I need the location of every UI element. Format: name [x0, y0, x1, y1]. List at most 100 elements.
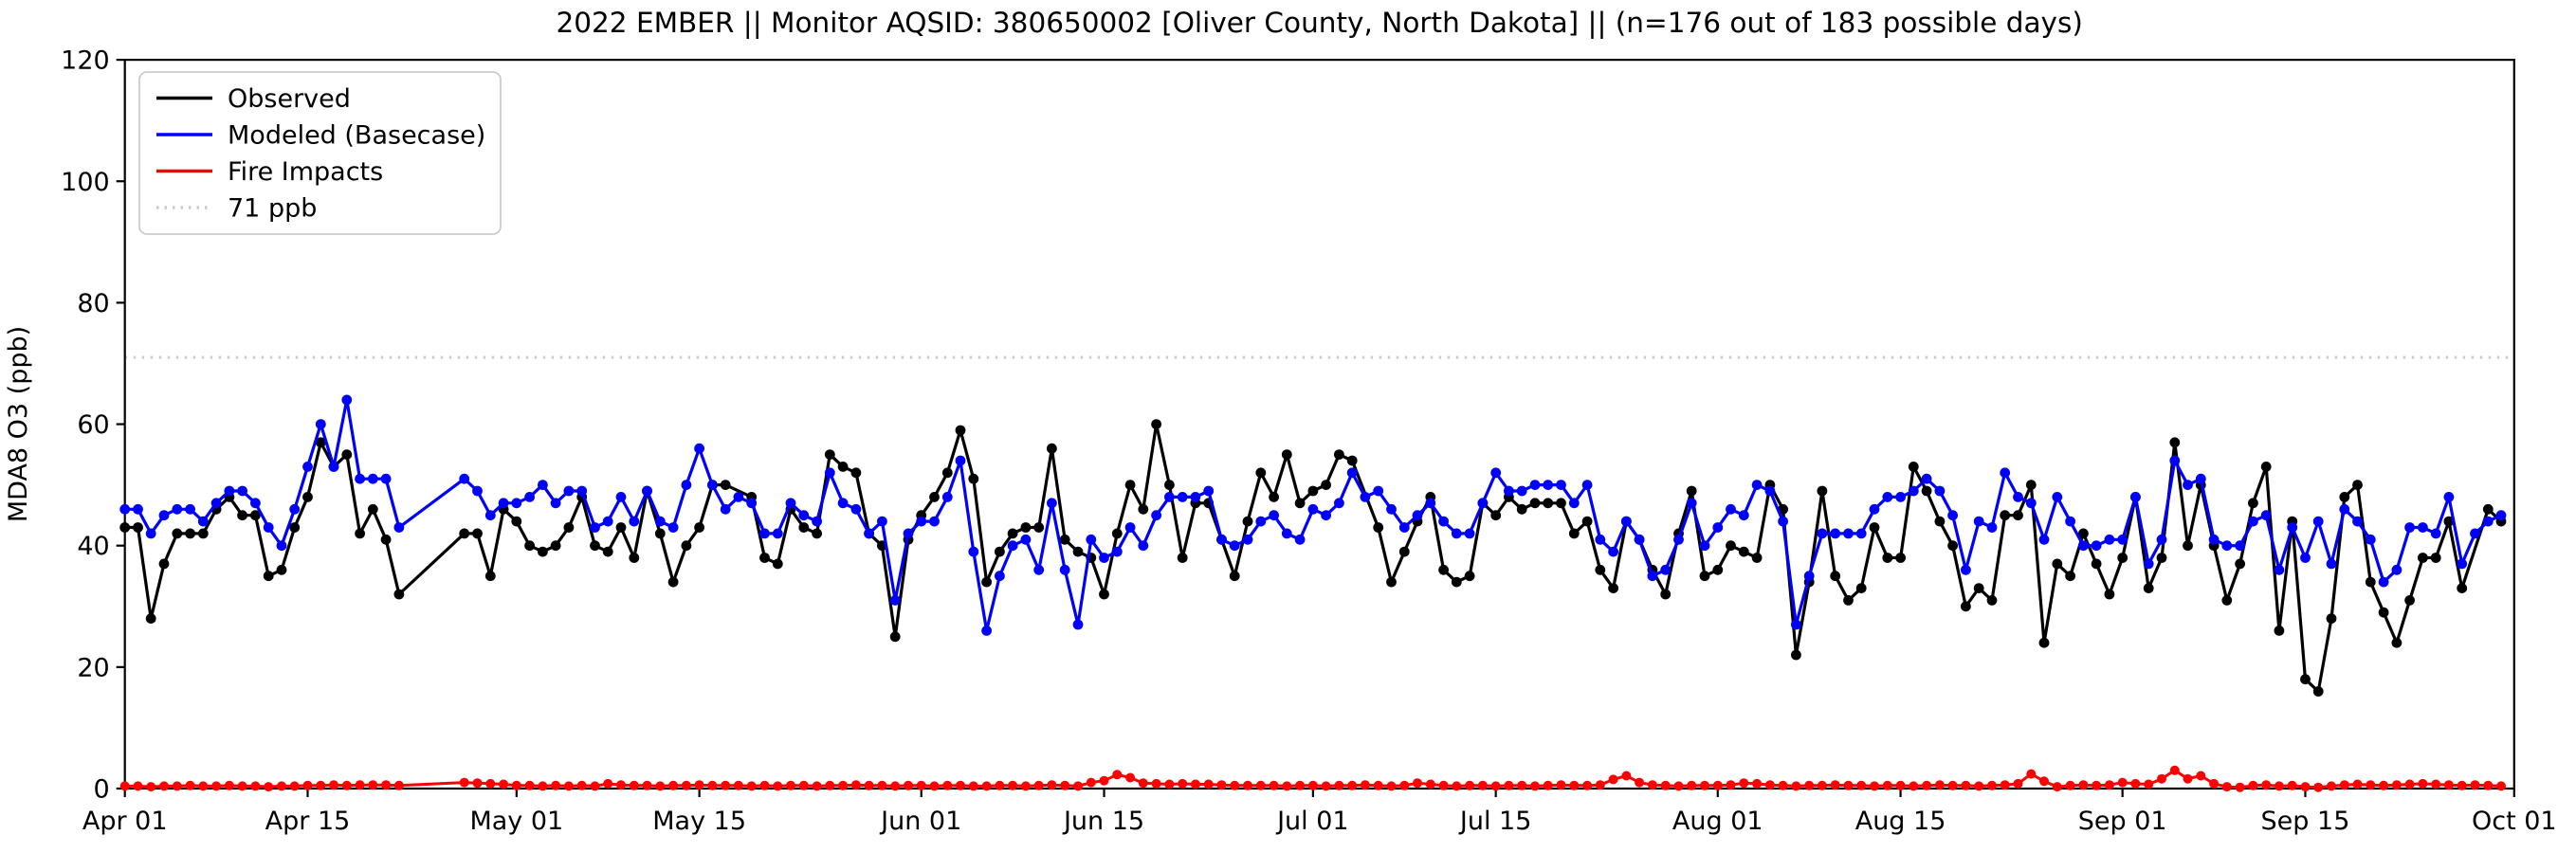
series-marker-observed	[1934, 516, 1946, 527]
series-marker-fire	[198, 781, 209, 791]
series-marker-observed	[1817, 485, 1828, 497]
series-marker-fire	[1033, 780, 1044, 790]
series-marker-modeled	[2038, 534, 2050, 545]
series-marker-modeled	[2300, 553, 2311, 563]
series-marker-fire	[1282, 781, 1292, 791]
series-marker-fire	[1817, 780, 1827, 790]
series-marker-modeled	[302, 462, 313, 472]
series-marker-observed	[1386, 576, 1397, 588]
series-marker-observed	[602, 546, 613, 557]
series-marker-modeled	[145, 528, 156, 539]
series-marker-fire	[2039, 776, 2049, 787]
series-marker-modeled	[824, 467, 835, 479]
series-marker-observed	[511, 516, 522, 527]
series-marker-observed	[472, 528, 483, 539]
series-marker-modeled	[1934, 485, 1946, 497]
series-marker-fire	[1543, 780, 1553, 790]
legend-label-0: Observed	[228, 84, 351, 114]
x-tick-label: Oct 01	[2472, 807, 2557, 836]
series-marker-observed	[2013, 510, 2023, 521]
series-marker-observed	[720, 480, 731, 490]
series-marker-modeled	[1451, 528, 1462, 539]
series-marker-fire	[1307, 780, 1318, 790]
series-marker-modeled	[341, 394, 353, 406]
x-tick-label: Sep 15	[2261, 807, 2350, 836]
x-tick-label: Aug 15	[1855, 807, 1946, 836]
y-tick-label: 0	[94, 775, 110, 805]
series-marker-modeled	[1255, 516, 1267, 527]
series-marker-fire	[159, 781, 169, 791]
series-marker-modeled	[2130, 492, 2141, 502]
series-marker-modeled	[1843, 528, 1854, 539]
series-marker-fire	[2052, 782, 2062, 792]
series-marker-observed	[1738, 546, 1749, 557]
series-marker-fire	[250, 781, 261, 791]
series-marker-observed	[1464, 571, 1475, 582]
series-marker-fire	[956, 780, 965, 790]
series-marker-modeled	[1203, 485, 1215, 497]
series-marker-fire	[942, 780, 953, 790]
series-marker-observed	[2065, 571, 2076, 582]
series-marker-observed	[1973, 583, 1984, 593]
series-marker-modeled	[785, 498, 796, 509]
series-marker-fire	[1621, 771, 1632, 781]
series-marker-modeled	[864, 528, 874, 539]
series-marker-fire	[1961, 780, 1971, 790]
series-marker-observed	[850, 467, 862, 479]
series-marker-fire	[1660, 780, 1671, 790]
series-marker-observed	[2104, 589, 2115, 600]
series-marker-fire	[1909, 781, 1919, 791]
series-marker-modeled	[538, 480, 548, 490]
series-marker-modeled	[2312, 516, 2324, 527]
series-marker-modeled	[2287, 522, 2298, 533]
series-marker-modeled	[733, 492, 744, 502]
series-marker-observed	[158, 558, 170, 570]
series-marker-modeled	[590, 522, 600, 533]
series-marker-modeled	[916, 516, 927, 527]
series-marker-fire	[2327, 781, 2336, 791]
series-marker-observed	[1791, 649, 1801, 661]
series-marker-fire	[1856, 780, 1867, 790]
series-marker-observed	[1895, 553, 1906, 563]
series-marker-fire	[1974, 781, 1984, 791]
series-marker-modeled	[1334, 498, 1344, 509]
series-marker-fire	[1047, 780, 1057, 790]
y-tick-label: 60	[77, 410, 109, 440]
series-marker-observed	[1882, 553, 1893, 563]
series-marker-observed	[341, 449, 353, 460]
series-marker-observed	[941, 467, 953, 479]
series-marker-fire	[655, 781, 666, 791]
series-marker-fire	[2457, 780, 2467, 790]
series-marker-observed	[1830, 571, 1841, 582]
series-marker-fire	[1099, 775, 1109, 786]
series-marker-observed	[2156, 553, 2167, 563]
series-marker-observed	[1908, 462, 1919, 472]
series-marker-modeled	[2208, 534, 2220, 545]
series-marker-modeled	[1346, 467, 1358, 479]
series-marker-fire	[694, 780, 704, 790]
y-tick-label: 20	[77, 653, 109, 682]
series-marker-observed	[1242, 516, 1253, 527]
series-marker-fire	[1934, 780, 1945, 790]
series-marker-fire	[2483, 780, 2494, 790]
series-marker-fire	[1764, 780, 1775, 790]
series-marker-observed	[995, 546, 1005, 557]
series-marker-observed	[2404, 595, 2416, 606]
series-marker-fire	[2169, 765, 2180, 775]
series-marker-modeled	[2482, 516, 2494, 527]
series-marker-observed	[1059, 534, 1070, 545]
series-marker-observed	[263, 571, 274, 582]
series-marker-fire	[1712, 780, 1723, 790]
series-marker-fire	[133, 781, 143, 791]
series-marker-observed	[1138, 503, 1149, 515]
series-marker-modeled	[1398, 522, 1410, 533]
series-marker-fire	[2352, 779, 2363, 789]
series-marker-fire	[146, 782, 156, 792]
series-marker-observed	[2183, 540, 2193, 552]
series-marker-modeled	[2000, 467, 2011, 479]
series-marker-modeled	[550, 498, 561, 509]
series-marker-observed	[2117, 553, 2128, 563]
series-marker-observed	[1151, 419, 1161, 429]
series-marker-observed	[197, 528, 209, 539]
